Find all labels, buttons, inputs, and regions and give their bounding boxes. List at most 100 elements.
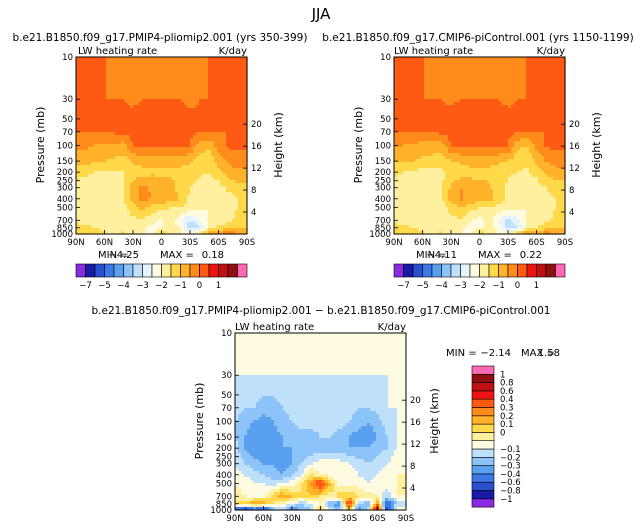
contour-cell [97,216,101,220]
contour-cell [181,216,185,220]
contour-cell [238,144,242,148]
contour-cell [181,201,185,205]
contour-cell [184,114,188,118]
contour-cell [85,96,89,100]
contour-cell [190,165,194,169]
contour-cell [142,99,146,103]
contour-cell [160,87,164,91]
contour-cell [199,105,203,109]
contour-cell [112,195,116,199]
contour-cell [79,81,83,85]
contour-cell [82,117,86,121]
contour-cell [226,96,230,100]
contour-cell [118,96,122,100]
contour-cell [166,189,170,193]
contour-cell [181,135,185,139]
contour-cell [148,156,152,160]
colorbar-label: 1 [216,281,221,291]
contour-cell [148,129,152,133]
contour-cell [193,84,197,88]
contour-cell [205,135,209,139]
contour-cell [100,93,104,97]
contour-cell [133,207,137,211]
contour-cell [166,192,170,196]
contour-cell [91,162,95,166]
contour-cell [85,180,89,184]
contour-cell [169,147,173,151]
contour-cell [169,69,173,73]
contour-cell [238,111,242,115]
colorbar-swatch [142,263,153,278]
contour-cell [214,183,218,187]
contour-cell [184,165,188,169]
contour-cell [85,195,89,199]
contour-cell [121,132,125,136]
contour-cell [148,153,152,157]
contour-cell [97,87,101,91]
contour-cell [226,108,230,112]
contour-cell [229,165,233,169]
contour-cell [79,66,83,70]
contour-cell [139,96,143,100]
contour-cell [211,105,215,109]
contour-cell [106,111,110,115]
contour-cell [133,69,137,73]
contour-cell [118,66,122,70]
contour-cell [118,63,122,67]
contour-cell [112,165,116,169]
contour-cell [106,108,110,112]
contour-cell [226,102,230,106]
contour-cell [85,174,89,178]
contour-cell [130,141,134,145]
contour-cell [118,204,122,208]
contour-cell [79,159,83,163]
contour-cell [178,138,182,142]
contour-cell [172,57,176,61]
contour-cell [169,162,173,166]
contour-cell [142,204,146,208]
contour-cell [79,129,83,133]
contour-cell [196,87,200,91]
contour-cell [193,165,197,169]
contour-cell [244,108,248,112]
contour-cell [214,105,218,109]
contour-cell [235,60,239,64]
contour-cell [187,78,191,82]
contour-cell [139,210,143,214]
contour-cell [169,90,173,94]
contour-cell [142,228,146,232]
contour-cell [91,144,95,148]
contour-cell [82,156,86,160]
contour-cell [181,198,185,202]
contour-cell [85,144,89,148]
contour-cell [187,129,191,133]
contour-cell [166,207,170,211]
contour-cell [139,153,143,157]
contour-cell [148,159,152,163]
contour-cell [223,204,227,208]
contour-cell [220,114,224,118]
contour-cell [127,117,131,121]
contour-cell [82,216,86,220]
contour-cell [106,135,110,139]
contour-cell [133,129,137,133]
contour-cell [196,180,200,184]
contour-cell [136,72,140,76]
contour-cell [205,96,209,100]
contour-cell [121,189,125,193]
contour-cell [145,144,149,148]
contour-cell [235,84,239,88]
contour-cell [97,123,101,127]
contour-cell [163,210,167,214]
contour-cell [145,69,149,73]
contour-cell [118,174,122,178]
contour-cell [169,84,173,88]
contour-cell [199,216,203,220]
contour-cell [106,60,110,64]
contour-cell [238,201,242,205]
contour-cell [109,84,113,88]
contour-cell [103,117,107,121]
contour-cell [187,192,191,196]
contour-cell [124,117,128,121]
contour-cell [217,150,221,154]
